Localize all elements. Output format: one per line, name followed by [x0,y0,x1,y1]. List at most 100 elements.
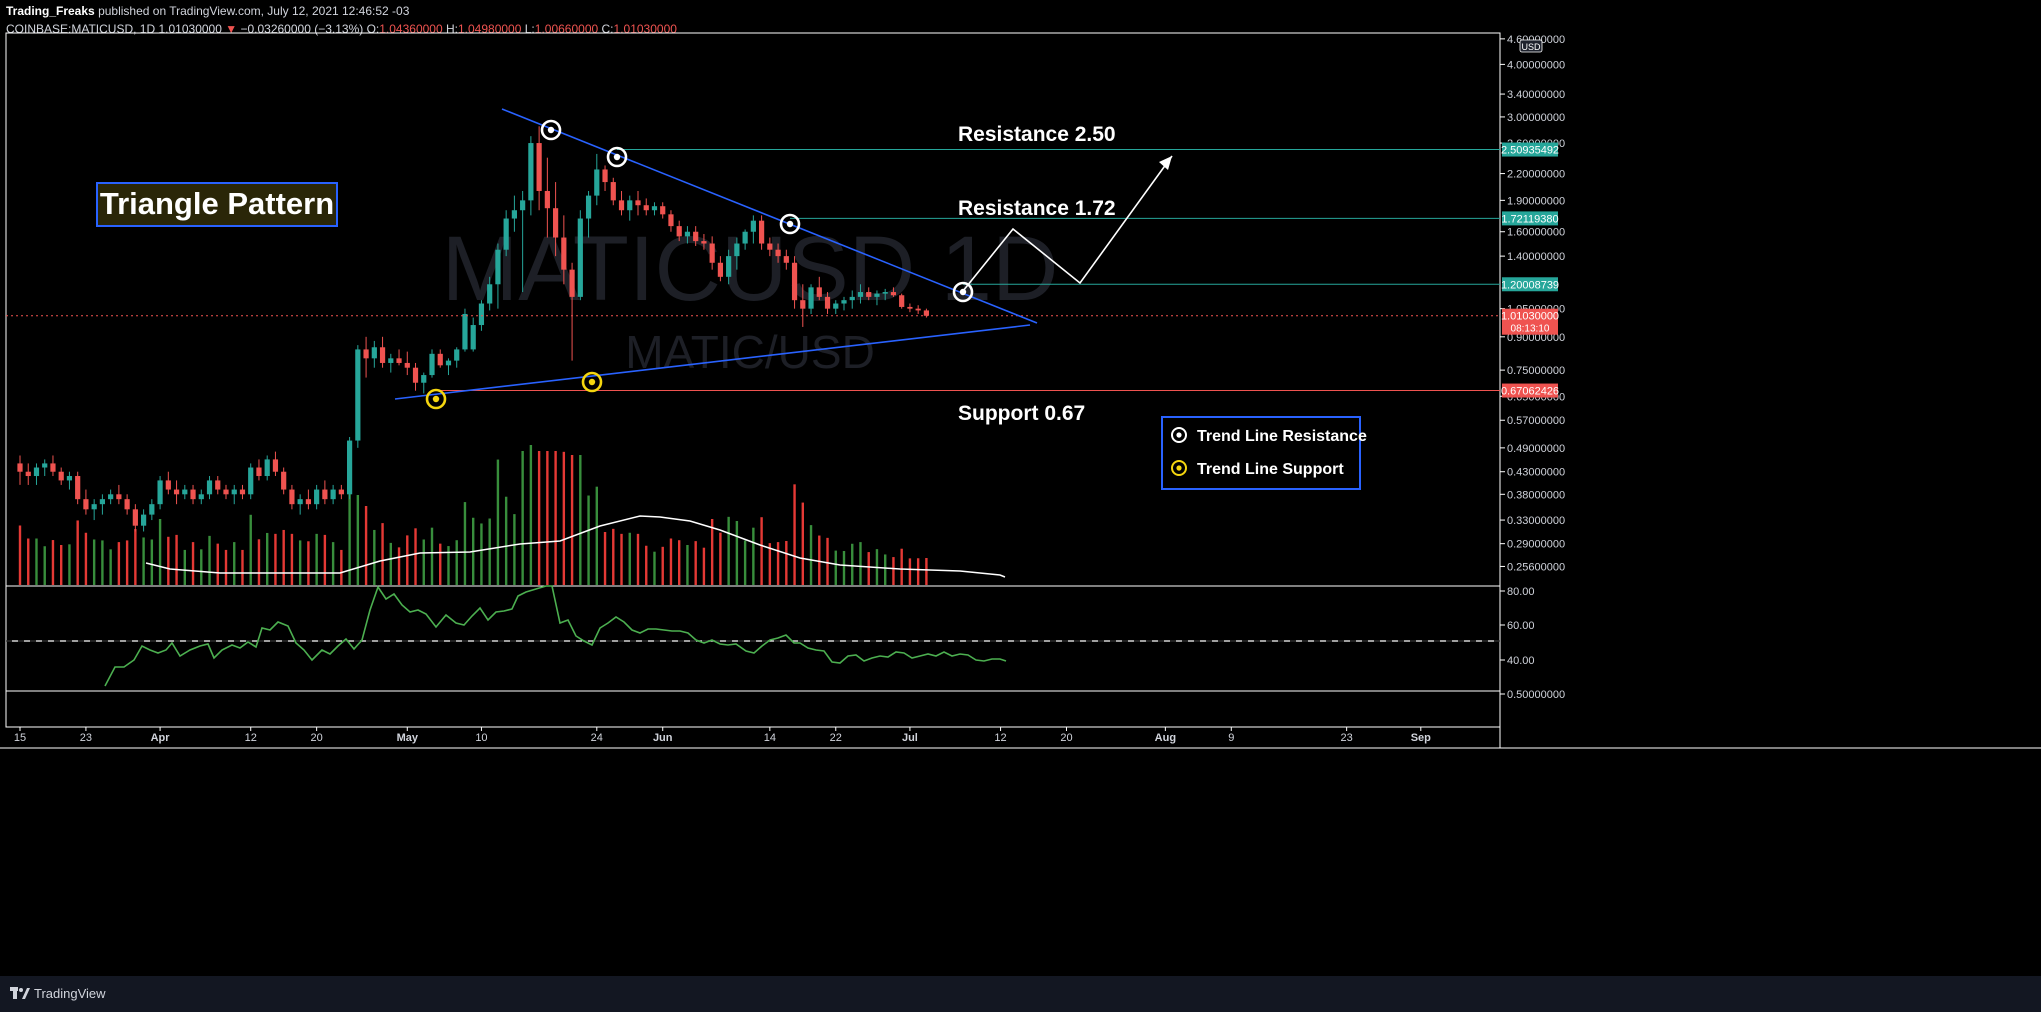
support-marker-icon [581,371,603,393]
volume-bar [117,542,121,585]
volume-bar [183,549,186,585]
volume-bar [513,514,516,585]
candle-body [495,249,501,285]
volume-bar [537,451,541,585]
candle-body [668,214,674,227]
tradingview-logo-icon[interactable] [10,987,30,1001]
price-tick-label: 3.00000000 [1507,112,1565,124]
candles [17,126,929,532]
candle-body [75,476,81,500]
candle-body [165,480,171,490]
resistance-marker-icon [779,213,801,235]
volume-bar [900,548,903,585]
footer-brand[interactable]: TradingView [34,986,106,1001]
volume-bar [224,549,228,585]
candle-body [660,206,666,215]
volume-bar [208,535,211,585]
volume-bar [735,521,739,585]
candle-body [17,463,23,472]
publisher-name[interactable]: Trading_Freaks [6,4,95,18]
volume-bar [134,529,137,585]
candle-body [643,205,649,211]
candle-body [132,509,138,526]
candle-body [866,292,872,297]
candle-body [717,262,723,277]
resistance-marker-icon-ring [606,146,628,168]
candle-body [33,467,40,477]
volume-bar [216,543,219,585]
time-tick-label: 15 [14,732,26,744]
oscillator-pane: 80.00 60.00 40.00 0.50000000 [6,585,1565,701]
volume-bar [842,551,846,585]
volume-bar [167,536,170,585]
support-label: Support 0.67 [958,402,1085,425]
candle-body [849,296,855,301]
title-box [96,182,338,227]
resistance-marker-icon-dot [547,126,555,134]
candle-body [816,287,822,297]
price-tag-5: 0.67062426 [1501,383,1559,398]
candle-body [874,293,880,297]
candle-body [141,514,147,526]
volume-bar [661,546,664,585]
low-label: L: [524,22,535,36]
volume-bar [727,516,730,585]
volume-bar [562,451,566,585]
candle-body [231,489,237,495]
candle-body [651,206,658,211]
volume-bar [834,550,837,585]
candle-body [841,300,847,304]
volume-bar [636,533,640,585]
volume-bar [249,514,252,585]
candle-body [676,226,682,237]
candle-body [553,208,559,238]
currency-badge[interactable] [1519,39,1543,53]
candle-body [742,231,748,244]
candle-body [882,292,888,294]
candle-body [462,313,468,350]
candle-body [371,347,377,359]
price-tag-label: 2.50935492 [1501,145,1559,157]
volume-bar [43,546,46,585]
legend-marker-dot [1176,465,1182,471]
volume-bar [628,532,631,585]
volume-bar [266,532,269,585]
candle-body [923,310,929,316]
level-lines [6,149,1500,392]
volume-bar [480,523,483,585]
candle-body [569,269,575,297]
price-tag-label: 1.72119380 [1501,213,1558,225]
volume-bar [884,554,887,585]
candle-body [833,303,839,309]
candle-body [445,360,452,366]
candle-body [281,471,287,490]
volume-bar [406,535,409,585]
volume-bar [702,547,706,585]
volume-bar [364,506,368,585]
chart-area[interactable]: MATICUSD 1D MATIC/USD Resistance 2.50 Resis… [0,0,2041,976]
candle-body [487,284,493,304]
candle-body [602,169,608,183]
resistance-marker-icon [540,119,562,141]
volume-bar [916,558,920,585]
candle-body [791,262,798,301]
time-tick-label: 24 [591,732,603,744]
candle-body [561,237,567,270]
volume-bar [694,541,697,585]
price-tick-label: 1.60000000 [1507,227,1565,239]
footer-bar: TradingView [0,976,2041,1012]
change-arrow-icon: ▼ [225,22,238,36]
volume-bar [579,455,582,585]
volume-bar [645,545,648,585]
candle-body [915,308,921,311]
price-tick-label: 1.90000000 [1507,195,1565,207]
time-tick-label: Sep [1411,732,1431,744]
candle-body [429,353,435,376]
candle-body [108,494,114,500]
candle-body [50,463,56,472]
volume-bar [101,540,104,585]
volume-bar [241,549,244,585]
chart-frame [5,32,1501,728]
volume-ma-line [145,515,1006,578]
candle-body [478,303,485,326]
